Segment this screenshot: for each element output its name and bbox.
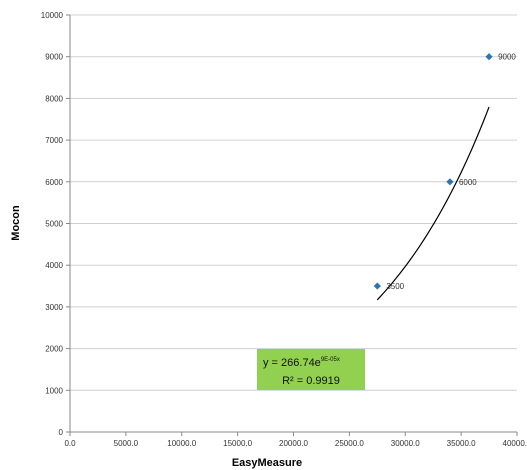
y-tick-labels: 0 1000 2000 3000 4000 5000 6000 7000 8000 9000 100…: [41, 11, 64, 437]
data-point-label: 9000: [498, 53, 516, 62]
equation-base: y = 266.74e: [263, 357, 321, 369]
trendline: [376, 106, 490, 301]
y-tick-label: 5000: [45, 220, 63, 229]
y-tick-label: 2000: [45, 345, 63, 354]
trendline-layer: [376, 106, 490, 301]
data-point-marker: [446, 178, 454, 186]
y-tick-label: 6000: [45, 178, 63, 187]
y-tick-label: 3000: [45, 303, 63, 312]
data-point-label: 6000: [459, 178, 477, 187]
y-axis-title: Mocon: [10, 205, 22, 241]
x-tick-label: 5000.0: [114, 439, 139, 448]
x-tick-label: 25000.0: [335, 439, 364, 448]
x-tick-labels: 0.0 5000.0 10000.0 15000.0 20000.0 25000.0 300…: [64, 439, 527, 448]
y-tick-label: 8000: [45, 94, 63, 103]
data-point-marker: [485, 53, 493, 61]
x-tick-label: 10000.0: [167, 439, 196, 448]
axes: [66, 14, 518, 436]
x-tick-label: 15000.0: [223, 439, 252, 448]
x-tick-label: 35000.0: [447, 439, 476, 448]
y-tick-label: 10000: [41, 11, 64, 20]
data-point-marker: [373, 282, 381, 290]
x-tick-label: 30000.0: [391, 439, 420, 448]
trendline-equation: y = 266.74e9E-05x: [263, 357, 340, 369]
y-tick-label: 0: [59, 428, 64, 437]
x-axis-title: EasyMeasure: [232, 457, 302, 469]
trendline-equation-box: y = 266.74e9E-05x R² = 0.9919: [257, 349, 365, 390]
data-point-label: 3500: [386, 282, 404, 291]
r-squared-label: R² = 0.9919: [282, 375, 340, 387]
x-tick-label: 40000.0: [503, 439, 527, 448]
y-tick-label: 4000: [45, 261, 63, 270]
data-points: [373, 53, 493, 290]
y-tick-label: 9000: [45, 53, 63, 62]
gridlines: [70, 14, 517, 391]
data-labels: 3500 6000 9000: [386, 53, 516, 291]
y-tick-label: 7000: [45, 136, 63, 145]
equation-exponent: 9E-05x: [321, 357, 340, 363]
x-tick-label: 0.0: [64, 439, 76, 448]
y-tick-label: 1000: [45, 386, 63, 395]
equation-box-background: [257, 349, 365, 390]
x-tick-label: 20000.0: [279, 439, 308, 448]
